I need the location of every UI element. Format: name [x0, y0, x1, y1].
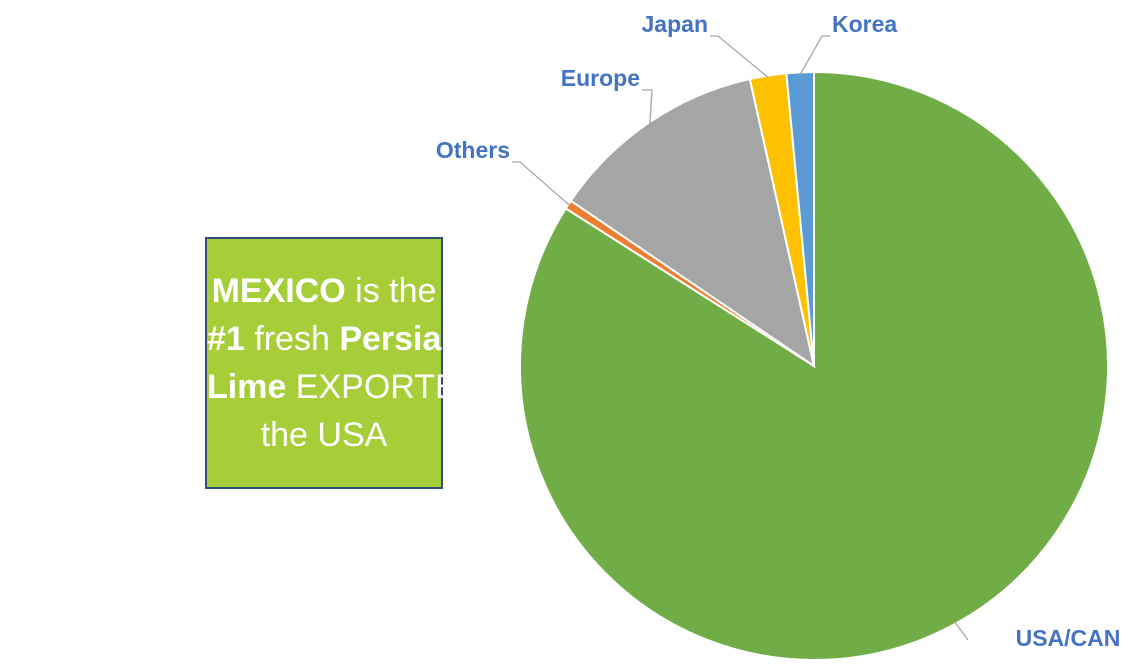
leader-line	[642, 89, 653, 125]
pie-slice	[569, 77, 816, 369]
callout-line: #1 fresh Persian	[207, 315, 462, 363]
callout-text: #1	[207, 320, 245, 358]
callout-line: MEXICO is the	[207, 267, 441, 315]
data-label: USA/CAN	[1016, 625, 1121, 651]
data-label: Europe	[561, 65, 640, 91]
callout-line: the USA	[207, 411, 441, 459]
callout-text: fresh	[244, 320, 340, 358]
callout-text: EXPORTER to	[286, 368, 521, 406]
callout-text: Lime	[207, 368, 287, 406]
callout-box: MEXICO is the #1 fresh Persian Lime EXPORT…	[205, 237, 520, 489]
callout-line: Lime EXPORTER to	[207, 363, 520, 411]
callout-text: is the	[345, 272, 437, 310]
leader-line	[512, 161, 571, 207]
data-label: Korea	[832, 11, 897, 37]
leader-line	[799, 35, 830, 75]
callout-text: the USA	[260, 416, 388, 454]
data-label: Others	[436, 137, 510, 163]
leader-line	[954, 621, 969, 641]
leader-line	[710, 35, 769, 79]
callout-text: MEXICO	[211, 272, 346, 310]
pie-slice	[785, 70, 815, 367]
data-label: Japan	[642, 11, 708, 37]
callout-text: Persian	[339, 320, 463, 358]
